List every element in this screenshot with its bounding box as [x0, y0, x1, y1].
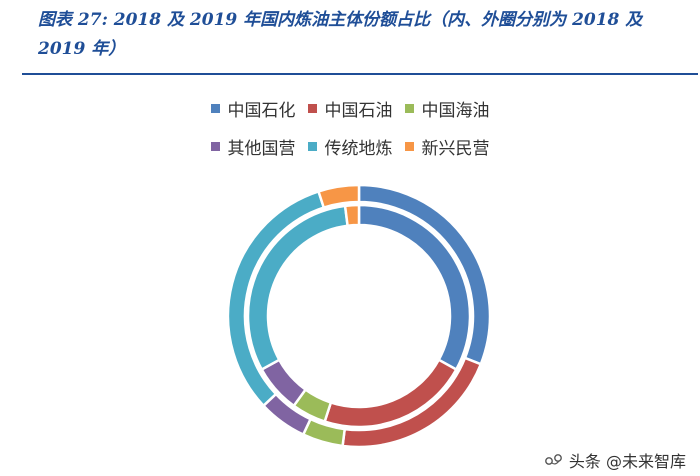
watermark-text: 头条 @未来智库 — [568, 452, 686, 471]
chart-legend: 中国石化 中国石油 中国海油 其他国营 传统地炼 新兴民营 — [0, 96, 700, 172]
outer-ring-slice-new-private — [316, 183, 361, 210]
inner-ring-slice-new-private — [343, 203, 361, 228]
legend-row-2: 其他国营 传统地炼 新兴民营 — [0, 134, 700, 159]
legend-swatch-sinopec — [210, 103, 220, 113]
legend-item-petrochina: 中国石油 — [307, 96, 393, 121]
legend-swatch-new-private — [404, 141, 414, 151]
legend-label-cnooc: 中国海油 — [421, 100, 490, 121]
legend-label-local-refiners: 传统地炼 — [324, 138, 393, 159]
watermark-logo-icon — [545, 454, 562, 465]
legend-item-new-private: 新兴民营 — [404, 134, 490, 159]
legend-row-1: 中国石化 中国石油 中国海油 — [0, 96, 700, 121]
legend-swatch-local-refiners — [307, 141, 317, 151]
legend-label-new-private: 新兴民营 — [421, 138, 490, 159]
legend-label-other-state: 其他国营 — [227, 138, 296, 159]
watermark: 头条 @未来智库 — [538, 448, 686, 472]
legend-label-sinopec: 中国石化 — [227, 100, 296, 121]
legend-item-local-refiners: 传统地炼 — [307, 134, 393, 159]
legend-swatch-petrochina — [307, 103, 317, 113]
legend-item-cnooc: 中国海油 — [404, 96, 490, 121]
legend-label-petrochina: 中国石油 — [324, 100, 393, 121]
figure-title: 图表 27: 2018 及 2019 年国内炼油主体份额占比（内、外圈分别为 2… — [38, 10, 643, 59]
legend-swatch-other-state — [210, 141, 220, 151]
legend-item-sinopec: 中国石化 — [210, 96, 296, 121]
legend-swatch-cnooc — [404, 103, 414, 113]
title-rule — [22, 73, 698, 75]
legend-item-other-state: 其他国营 — [210, 134, 296, 159]
